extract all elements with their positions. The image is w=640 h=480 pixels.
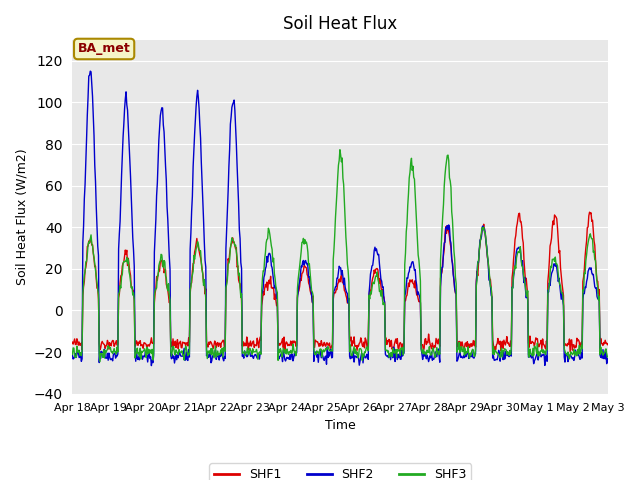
Y-axis label: Soil Heat Flux (W/m2): Soil Heat Flux (W/m2) xyxy=(15,148,28,285)
Line: SHF3: SHF3 xyxy=(72,150,608,361)
SHF1 xyxy=(604,341,612,347)
SHF1 xyxy=(405,284,413,289)
Line: SHF2: SHF2 xyxy=(72,71,608,366)
SHF2 xyxy=(78,356,86,362)
SHF1 xyxy=(421,336,429,342)
SHF1 xyxy=(133,340,141,346)
SHF1 xyxy=(566,349,574,355)
SHF3 xyxy=(68,351,76,357)
SHF2 xyxy=(218,347,225,353)
SHF2 xyxy=(148,363,156,369)
SHF3 xyxy=(78,347,86,353)
SHF2 xyxy=(68,352,76,358)
Title: Soil Heat Flux: Soil Heat Flux xyxy=(283,15,397,33)
SHF3 xyxy=(422,352,430,358)
SHF3 xyxy=(407,160,415,166)
SHF3 xyxy=(134,351,142,357)
SHF1 xyxy=(586,209,593,215)
SHF3 xyxy=(189,272,196,278)
SHF1 xyxy=(78,347,86,352)
SHF2 xyxy=(134,357,142,362)
SHF1 xyxy=(68,339,76,345)
Text: BA_met: BA_met xyxy=(78,43,131,56)
SHF2 xyxy=(189,164,197,169)
SHF2 xyxy=(604,359,612,365)
SHF3 xyxy=(336,147,344,153)
SHF1 xyxy=(216,341,224,347)
SHF2 xyxy=(407,264,415,270)
SHF1 xyxy=(188,280,195,286)
SHF3 xyxy=(217,347,225,353)
Line: SHF1: SHF1 xyxy=(72,212,608,352)
SHF3 xyxy=(96,359,104,364)
SHF2 xyxy=(422,356,430,361)
SHF2 xyxy=(86,68,94,74)
SHF3 xyxy=(604,354,612,360)
Legend: SHF1, SHF2, SHF3: SHF1, SHF2, SHF3 xyxy=(209,464,471,480)
X-axis label: Time: Time xyxy=(325,419,356,432)
